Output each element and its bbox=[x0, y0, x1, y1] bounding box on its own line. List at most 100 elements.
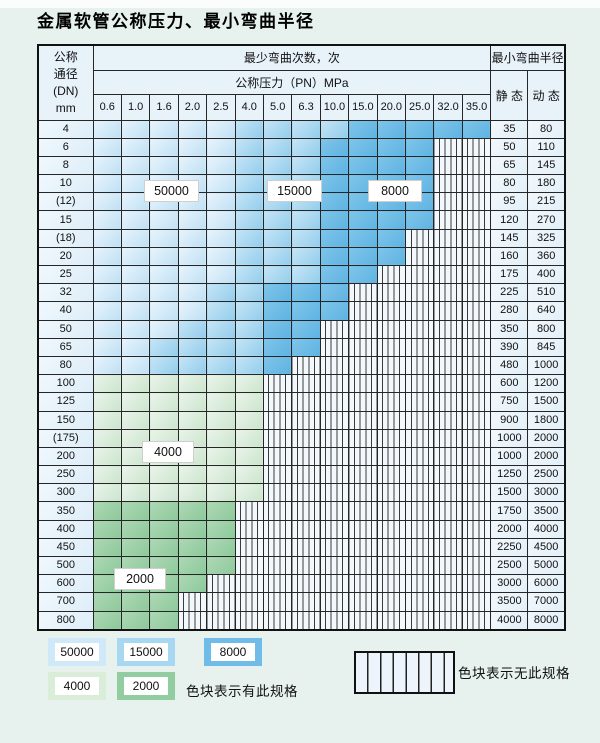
spec-zone-cell bbox=[319, 283, 350, 303]
dn-head-line: mm bbox=[55, 100, 76, 115]
static-radius-cell: 3000 bbox=[490, 574, 529, 594]
spec-zone-cell bbox=[92, 137, 122, 157]
spec-zone-cell bbox=[376, 155, 407, 176]
no-spec-cell bbox=[376, 410, 407, 430]
spec-zone-cell bbox=[149, 264, 179, 285]
no-spec-cell bbox=[404, 264, 435, 285]
no-spec-cell bbox=[376, 610, 407, 631]
spec-zone-cell bbox=[348, 155, 378, 176]
spec-zone-cell bbox=[92, 155, 122, 176]
no-spec-cell bbox=[404, 301, 435, 321]
no-spec-cell bbox=[262, 446, 293, 467]
no-spec-cell bbox=[262, 410, 293, 430]
dynamic-radius-cell: 640 bbox=[527, 301, 566, 321]
no-spec-cell bbox=[291, 483, 321, 503]
no-spec-cell bbox=[291, 610, 321, 631]
col-header-pressure: 公称压力（PN）MPa bbox=[92, 69, 492, 95]
no-spec-cell bbox=[319, 610, 350, 631]
spec-zone-cell bbox=[92, 264, 122, 285]
no-spec-cell bbox=[262, 537, 293, 558]
no-spec-cell bbox=[433, 355, 463, 376]
no-spec-cell bbox=[376, 264, 407, 285]
spec-zone-cell bbox=[319, 119, 350, 139]
spec-zone-cell bbox=[319, 155, 350, 176]
legend-swatch-label: 4000 bbox=[55, 677, 99, 695]
spec-zone-cell bbox=[348, 264, 378, 285]
no-spec-cell bbox=[461, 283, 492, 303]
no-spec-cell bbox=[376, 319, 407, 339]
spec-zone-cell bbox=[120, 283, 151, 303]
dn-cell: 150 bbox=[37, 410, 94, 430]
spec-zone-cell bbox=[92, 174, 122, 194]
no-spec-cell bbox=[404, 355, 435, 376]
spec-zone-cell bbox=[206, 283, 236, 303]
spec-zone-cell bbox=[177, 119, 208, 139]
no-spec-cell bbox=[376, 301, 407, 321]
dynamic-radius-cell: 5000 bbox=[527, 555, 566, 576]
no-spec-cell bbox=[376, 374, 407, 394]
dynamic-radius-cell: 6000 bbox=[527, 574, 566, 594]
spec-zone-cell bbox=[291, 283, 321, 303]
no-spec-cell bbox=[433, 137, 463, 157]
spec-zone-cell bbox=[234, 483, 264, 503]
spec-zone-cell bbox=[120, 301, 151, 321]
no-spec-cell bbox=[433, 465, 463, 485]
spec-zone-cell bbox=[149, 392, 179, 412]
spec-zone-cell bbox=[206, 537, 236, 558]
spec-zone-cell bbox=[234, 210, 264, 230]
no-spec-cell bbox=[291, 592, 321, 612]
spec-zone-cell bbox=[206, 174, 236, 194]
dn-cell: 350 bbox=[37, 501, 94, 521]
spec-zone-cell bbox=[319, 301, 350, 321]
spec-zone-cell bbox=[319, 174, 350, 194]
no-spec-cell bbox=[348, 555, 378, 576]
zone-label-50000: 50000 bbox=[144, 180, 199, 202]
legend-swatch-label: 50000 bbox=[55, 643, 99, 661]
spec-zone-cell bbox=[149, 283, 179, 303]
spec-zone-cell bbox=[177, 519, 208, 539]
no-spec-cell bbox=[461, 537, 492, 558]
dn-cell: 15 bbox=[37, 210, 94, 230]
static-radius-cell: 95 bbox=[490, 192, 529, 212]
pressure-col-header: 0.6 bbox=[92, 93, 122, 121]
no-spec-cell bbox=[206, 592, 236, 612]
no-spec-cell bbox=[348, 537, 378, 558]
dn-head-line: 通径 bbox=[53, 66, 78, 81]
pressure-col-header: 1.0 bbox=[120, 93, 151, 121]
no-spec-cell bbox=[348, 301, 378, 321]
no-spec-cell bbox=[319, 319, 350, 339]
no-spec-cell bbox=[319, 337, 350, 357]
no-spec-cell bbox=[404, 446, 435, 467]
spec-table: 公称 通径 (DN) mm 最少弯曲次数，次 最小弯曲半径 公称压力（PN）MP… bbox=[37, 44, 566, 631]
no-spec-cell bbox=[262, 592, 293, 612]
spec-zone-cell bbox=[120, 192, 151, 212]
dynamic-radius-cell: 400 bbox=[527, 264, 566, 285]
spec-zone-cell bbox=[120, 410, 151, 430]
dynamic-radius-cell: 145 bbox=[527, 155, 566, 176]
spec-zone-cell bbox=[92, 501, 122, 521]
top-strip bbox=[0, 0, 600, 8]
spec-zone-cell bbox=[262, 301, 293, 321]
spec-zone-cell bbox=[177, 228, 208, 248]
no-spec-cell bbox=[348, 428, 378, 448]
col-header-static: 静 态 bbox=[490, 69, 529, 121]
no-spec-cell bbox=[376, 519, 407, 539]
dynamic-radius-cell: 270 bbox=[527, 210, 566, 230]
spec-zone-cell bbox=[234, 465, 264, 485]
legend-swatch-label: 8000 bbox=[211, 643, 255, 661]
no-spec-cell bbox=[376, 555, 407, 576]
no-spec-cell bbox=[348, 574, 378, 594]
no-spec-cell bbox=[433, 392, 463, 412]
spec-zone-cell bbox=[149, 228, 179, 248]
spec-zone-cell bbox=[120, 465, 151, 485]
no-spec-cell bbox=[262, 374, 293, 394]
spec-zone-cell bbox=[262, 119, 293, 139]
no-spec-cell bbox=[376, 428, 407, 448]
no-spec-cell bbox=[404, 428, 435, 448]
no-spec-cell bbox=[319, 501, 350, 521]
spec-zone-cell bbox=[177, 537, 208, 558]
no-spec-cell bbox=[433, 155, 463, 176]
no-spec-cell bbox=[461, 555, 492, 576]
static-radius-cell: 750 bbox=[490, 392, 529, 412]
spec-zone-cell bbox=[404, 155, 435, 176]
